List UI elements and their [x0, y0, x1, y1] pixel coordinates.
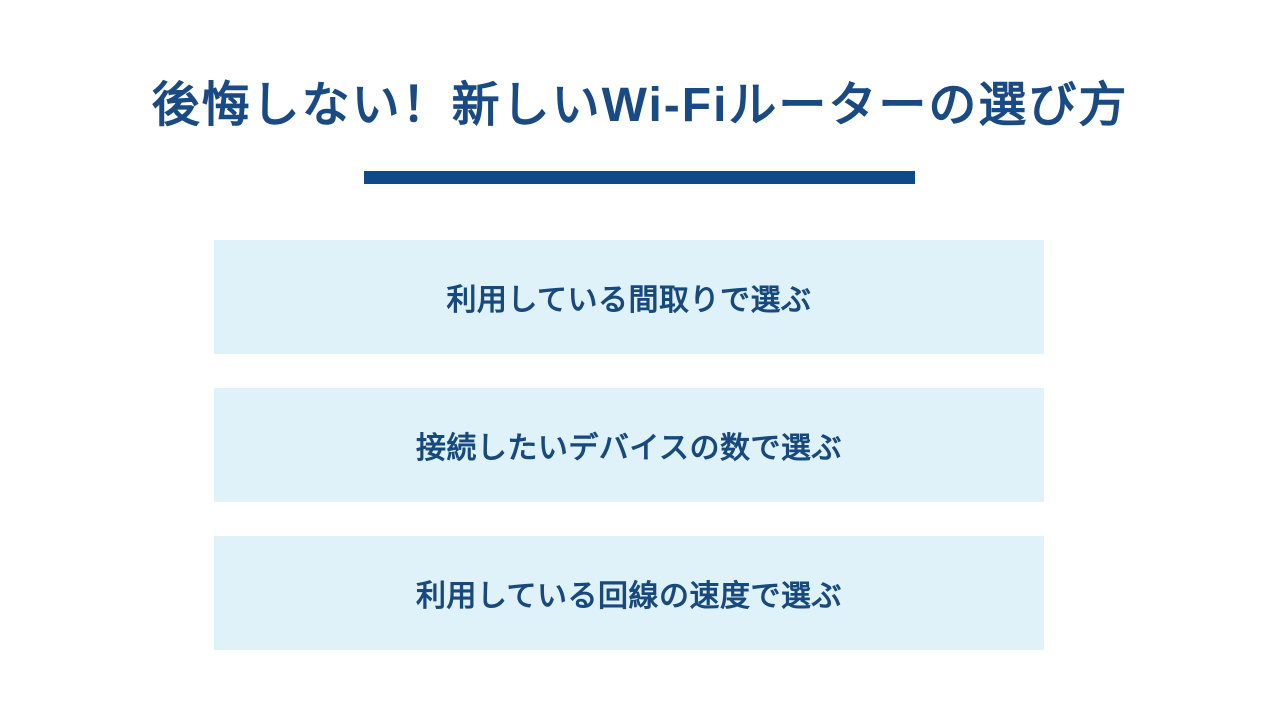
options-list: 利用している間取りで選ぶ 接続したいデバイスの数で選ぶ 利用している回線の速度で…: [214, 240, 1044, 650]
option-box-floor-plan: 利用している間取りで選ぶ: [214, 240, 1044, 354]
option-label-floor-plan: 利用している間取りで選ぶ: [446, 284, 812, 317]
option-box-device-count: 接続したいデバイスの数で選ぶ: [214, 388, 1044, 502]
page-title: 後悔しない！新しいWi-Fiルーターの選び方: [151, 79, 1129, 132]
option-label-line-speed: 利用している回線の速度で選ぶ: [415, 580, 843, 613]
title-underline: [364, 171, 915, 184]
option-box-line-speed: 利用している回線の速度で選ぶ: [214, 536, 1044, 650]
option-label-device-count: 接続したいデバイスの数で選ぶ: [415, 432, 843, 465]
